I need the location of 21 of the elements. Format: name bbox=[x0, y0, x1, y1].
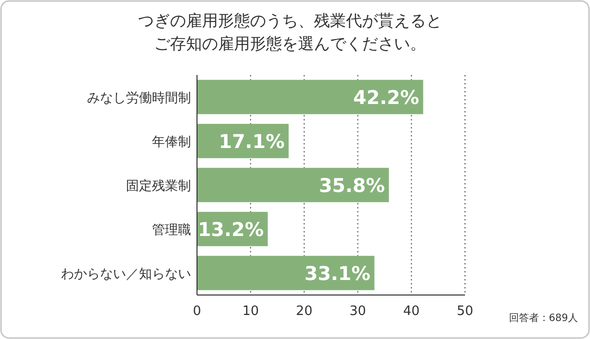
y-tick-label: 固定残業制 bbox=[126, 179, 191, 194]
x-tick-label: 40 bbox=[403, 304, 420, 319]
data-label: 42.2% bbox=[353, 87, 420, 109]
y-tick-label: わからない／知らない bbox=[61, 267, 191, 282]
data-label: 33.1% bbox=[304, 263, 370, 285]
y-tick-label: みなし労働時間制 bbox=[87, 91, 191, 106]
text: 回答者：689人 bbox=[508, 312, 578, 324]
x-tick-label: 20 bbox=[296, 304, 312, 319]
bar bbox=[197, 80, 424, 114]
bar bbox=[197, 256, 374, 290]
y-tick-label: 管理職 bbox=[152, 223, 191, 238]
data-label: 13.2% bbox=[198, 219, 264, 241]
x-tick-label: 0 bbox=[192, 304, 202, 319]
x-tick-label: 50 bbox=[456, 304, 474, 319]
data-label: 35.8% bbox=[318, 175, 385, 197]
y-tick-label: 年俸制 bbox=[152, 135, 191, 150]
data-label: 17.1% bbox=[218, 131, 285, 153]
x-tick-label: 10 bbox=[242, 304, 259, 319]
x-tick-label: 30 bbox=[350, 304, 366, 319]
chart-title: つぎの雇用形態のうち、残業代が貰えるとご存知の雇用形態を選んでください。 bbox=[138, 11, 442, 53]
bar bbox=[197, 168, 389, 202]
